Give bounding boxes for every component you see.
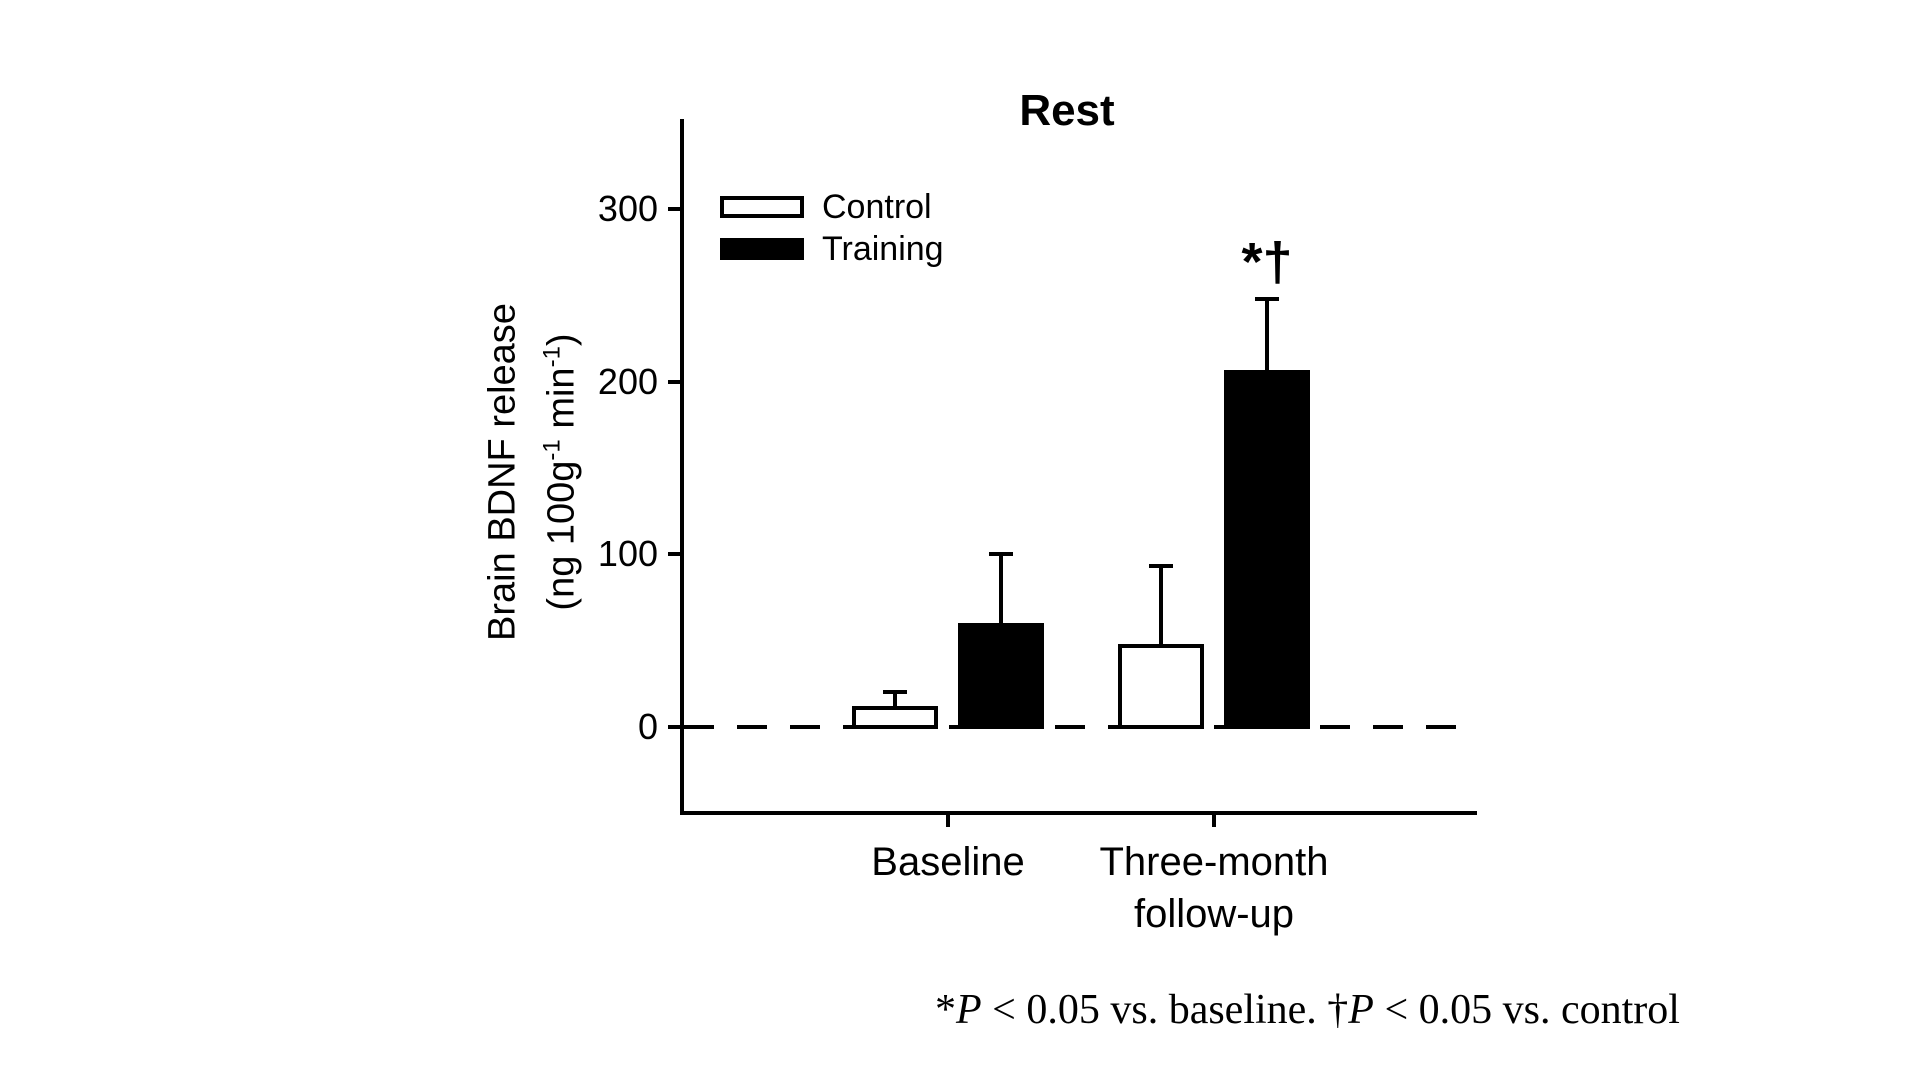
y-tick-label-200: 200 xyxy=(597,360,658,402)
error-cap-training-1 xyxy=(1255,296,1279,301)
y-tick-label-100: 100 xyxy=(597,533,658,575)
legend-label-control: Control xyxy=(822,187,932,226)
error-bar-control-0 xyxy=(893,692,897,707)
error-cap-training-0 xyxy=(989,552,1013,557)
legend-item-control: Control xyxy=(720,186,944,228)
significance-annotation: *† xyxy=(1241,231,1293,292)
x-axis-line xyxy=(680,811,1477,815)
bar-training-0 xyxy=(958,623,1044,729)
control-swatch-icon xyxy=(720,196,804,218)
zero-dashed-line xyxy=(684,725,1473,729)
error-bar-training-0 xyxy=(999,554,1003,624)
y-axis-line xyxy=(680,119,684,815)
error-bar-control-1 xyxy=(1159,566,1163,645)
error-bar-training-1 xyxy=(1265,298,1269,370)
x-tick-mark-1 xyxy=(1212,815,1216,827)
y-tick-mark-100 xyxy=(668,552,680,557)
legend-label-training: Training xyxy=(822,229,944,268)
category-label-0: Baseline xyxy=(871,840,1025,884)
y-tick-mark-200 xyxy=(668,379,680,384)
y-tick-label-300: 300 xyxy=(597,187,658,229)
y-axis-label-line1: Brain BDNF release xyxy=(481,303,524,641)
y-axis-label: Brain BDNF release (ng 100g-1 min-1) xyxy=(478,303,587,641)
y-tick-mark-300 xyxy=(668,206,680,211)
legend: Control Training xyxy=(720,186,944,270)
legend-item-training: Training xyxy=(720,228,944,270)
chart-title: Rest xyxy=(1019,86,1115,135)
bar-training-1 xyxy=(1224,369,1310,729)
error-cap-control-0 xyxy=(883,690,907,695)
y-tick-label-0: 0 xyxy=(637,706,658,747)
bar-control-0 xyxy=(852,706,938,729)
training-swatch-icon xyxy=(720,238,804,260)
bar-control-1 xyxy=(1118,644,1204,729)
x-tick-mark-0 xyxy=(946,815,950,827)
error-cap-control-1 xyxy=(1149,564,1173,569)
y-axis-label-line2: (ng 100g-1 min-1) xyxy=(538,333,583,611)
y-tick-mark-0 xyxy=(668,725,680,729)
category-label-1: Three-month follow-up xyxy=(1099,840,1329,936)
significance-footnote: *P < 0.05 vs. baseline. †P < 0.05 vs. co… xyxy=(935,987,1680,1033)
